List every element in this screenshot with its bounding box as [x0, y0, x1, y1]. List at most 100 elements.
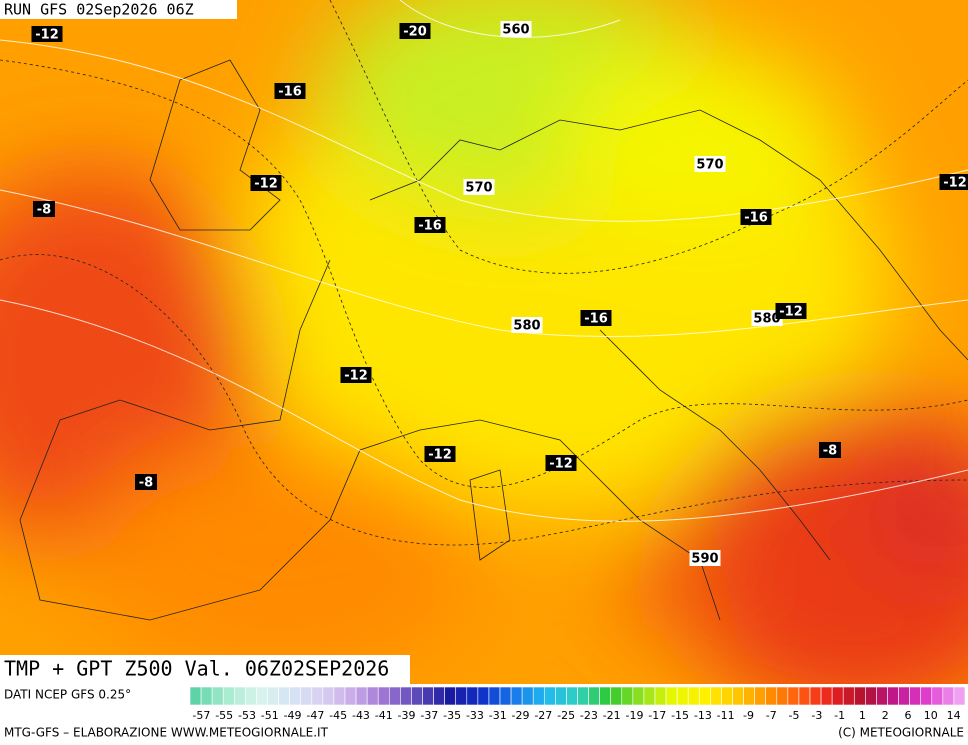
colorbar-tick-label: -7 — [766, 709, 777, 722]
colorbar-tick-label: -55 — [215, 709, 233, 722]
colorbar: -57 -55 -53 -51 -49 -47 -45 -43 -41 -39 -37 -35 -33-… — [189, 686, 966, 722]
map-title: TMP + GPT Z500 Val. 06Z02SEP2026 — [4, 657, 389, 681]
colorbar-swatch — [422, 686, 434, 706]
colorbar-swatch — [555, 686, 567, 706]
height-label-box — [500, 21, 532, 37]
temperature-label: -8 — [37, 203, 51, 218]
height-label-box — [689, 550, 721, 566]
temperature-label-box — [274, 83, 306, 99]
colorbar-tick-label: -11 — [717, 709, 735, 722]
colorbar-swatch — [477, 686, 490, 706]
colorbar-swatch — [931, 686, 944, 706]
colorbar-swatch — [820, 686, 833, 706]
colorbar-swatch — [400, 686, 412, 706]
colorbar-swatch — [488, 686, 501, 706]
colorbar-swatch — [466, 686, 479, 706]
credit-left: MTG-GFS – ELABORAZIONE WWW.METEOGIORNALE… — [4, 726, 329, 740]
colorbar-swatch — [388, 686, 401, 706]
colorbar-swatch — [610, 686, 623, 706]
colorbar-tick-label: 10 — [924, 709, 938, 722]
colorbar-swatch — [909, 686, 922, 706]
height-label-box — [463, 179, 495, 195]
colorbar-tick-label: -25 — [557, 709, 575, 722]
credit-right: (C) METEOGIORNALE — [838, 726, 964, 740]
source-label: DATI NCEP GFS 0.25° — [4, 688, 131, 702]
colorbar-swatch — [787, 686, 800, 706]
colorbar-tick-label: -37 — [420, 709, 438, 722]
colorbar-swatch — [809, 686, 822, 706]
colorbar-swatch — [499, 686, 512, 706]
temperature-label-box — [939, 174, 968, 190]
colorbar-tick-label: -41 — [375, 709, 393, 722]
colorbar-tick-label: -45 — [329, 709, 347, 722]
height-label-box — [751, 310, 783, 326]
temperature-label-box — [135, 474, 157, 490]
colorbar-tick-label: 6 — [905, 709, 912, 722]
colorbar-tick-label: -19 — [626, 709, 644, 722]
colorbar-tick-label: -39 — [398, 709, 416, 722]
height-label: 580 — [753, 312, 780, 327]
colorbar-swatch — [532, 686, 545, 706]
colorbar-swatch — [289, 686, 302, 706]
colorbar-swatch — [588, 686, 600, 706]
height-label: 580 — [513, 319, 540, 334]
temperature-label-box — [775, 303, 807, 319]
colorbar-tick-label: -23 — [580, 709, 598, 722]
temperature-label: -12 — [254, 177, 278, 192]
colorbar-swatch — [566, 686, 578, 706]
colorbar-swatch — [355, 686, 368, 706]
colorbar-tick-label: -31 — [489, 709, 507, 722]
colorbar-swatch — [543, 686, 556, 706]
temperature-label: -12 — [943, 176, 967, 191]
colorbar-tick-label: -1 — [834, 709, 845, 722]
coastlines — [19, 59, 968, 621]
temperature-label-box — [340, 367, 372, 383]
colorbar-tick-label: -51 — [261, 709, 279, 722]
colorbar-swatch — [222, 686, 235, 706]
temperature-label: -16 — [278, 85, 302, 100]
temperature-label-box — [414, 217, 446, 233]
height-label: 570 — [696, 158, 723, 173]
colorbar-swatch — [876, 686, 888, 706]
temperature-label: -12 — [428, 448, 452, 463]
map-field: -12 -20 560 -16 -12 570 570 -12 -8 -16 -16 580 -16 58… — [0, 0, 968, 684]
colorbar-swatch — [942, 686, 955, 706]
temperature-label-box — [740, 209, 772, 225]
colorbar-tick-label: -27 — [534, 709, 552, 722]
height-label-box — [694, 156, 726, 172]
colorbar-swatch — [577, 686, 589, 706]
colorbar-swatch — [256, 686, 268, 706]
temperature-label: -16 — [744, 211, 768, 226]
colorbar-swatch — [665, 686, 678, 706]
height-label-box — [511, 317, 543, 333]
colorbar-swatch — [842, 686, 855, 706]
temperature-label-box — [31, 26, 63, 42]
colorbar-swatch — [233, 686, 246, 706]
colorbar-swatch — [245, 686, 257, 706]
colorbar-tick-label: -5 — [789, 709, 800, 722]
colorbar-tick-label: -43 — [352, 709, 370, 722]
colorbar-tick-label: -13 — [694, 709, 712, 722]
temperature-label: -20 — [403, 25, 427, 40]
colorbar-swatch — [621, 686, 634, 706]
colorbar-swatch — [211, 686, 224, 706]
colorbar-tick-label: -53 — [238, 709, 256, 722]
colorbar-swatch — [853, 686, 866, 706]
colorbar-swatch — [344, 686, 357, 706]
colorbar-swatch — [743, 686, 755, 706]
height-label: 590 — [691, 552, 718, 567]
temperature-label-box — [545, 455, 577, 471]
temperature-label: -12 — [549, 457, 573, 472]
temperature-label: -12 — [344, 369, 368, 384]
colorbar-tick-label: -49 — [284, 709, 302, 722]
colorbar-tick-label: -57 — [192, 709, 210, 722]
colorbar-tick-label: -3 — [811, 709, 822, 722]
colorbar-swatch — [455, 686, 468, 706]
colorbar-swatch — [831, 686, 844, 706]
colorbar-swatch — [721, 686, 733, 706]
colorbar-swatch — [599, 686, 612, 706]
colorbar-swatch — [765, 686, 778, 706]
geopotential-contours — [0, 0, 968, 522]
temperature-label-box — [399, 23, 431, 39]
